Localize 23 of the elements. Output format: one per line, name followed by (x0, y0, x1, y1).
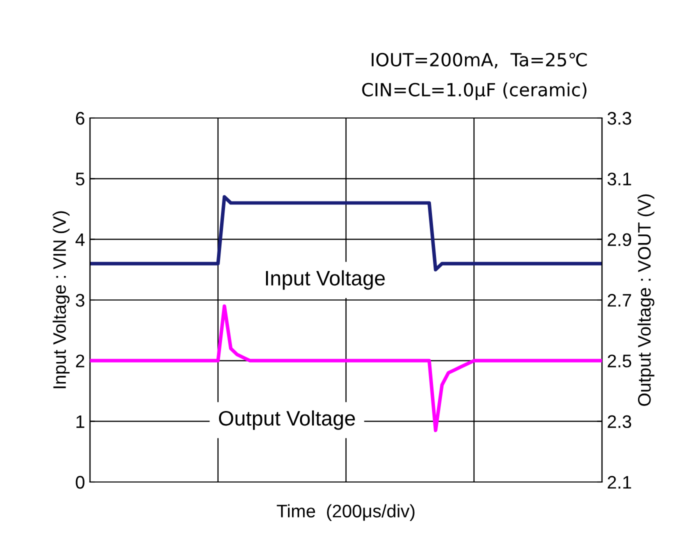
x-axis-title: Time (200μs/div) (276, 504, 414, 522)
y2-tick-label: 2.9 (608, 233, 632, 246)
y-axis-title: Input Voltage : VIN (V) (52, 211, 70, 388)
y-tick-label: 6 (76, 112, 84, 125)
line-series (90, 195, 602, 272)
line-series (90, 304, 602, 432)
y-tick-label: 2 (76, 354, 84, 368)
y-tick-label: 1 (76, 415, 84, 428)
y-tick-label: 5 (76, 172, 84, 186)
y-tick-label: 3 (76, 294, 84, 307)
y-tick-label: 4 (76, 233, 85, 246)
y2-tick-label: 2.1 (608, 476, 632, 489)
text: Output Voltage (218, 410, 355, 430)
text: CIN=CL=1.0μF (ceramic) (362, 82, 586, 100)
y-tick-label: 0 (76, 476, 84, 489)
y2-tick-label: 2.7 (608, 294, 632, 307)
y2-tick-label: 3.1 (608, 172, 632, 186)
text: Input Voltage (266, 270, 385, 290)
y2-tick-label: 2.5 (608, 354, 632, 368)
text: IOUT=200mA, Ta=25℃ (372, 52, 587, 68)
y2-tick-label: 2.3 (608, 415, 632, 428)
y2-tick-label: 3.3 (608, 112, 632, 125)
y2-axis-title: Output Voltage : VOUT (V) (638, 194, 654, 406)
